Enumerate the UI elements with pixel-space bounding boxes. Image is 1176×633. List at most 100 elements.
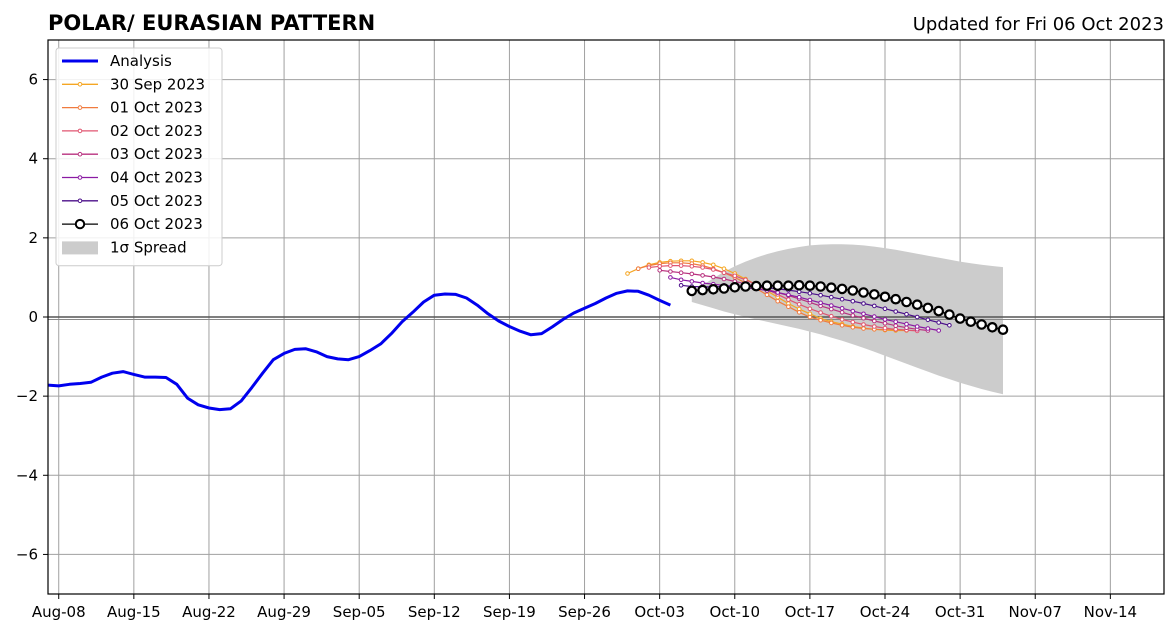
forecast-point bbox=[879, 291, 891, 303]
legend-label: 01 Oct 2023 bbox=[110, 99, 203, 117]
y-tick-label: 4 bbox=[28, 150, 38, 168]
forecast-point bbox=[954, 313, 966, 324]
forecast-point bbox=[893, 327, 899, 332]
forecast-point bbox=[944, 309, 955, 320]
forecast-point bbox=[625, 271, 630, 276]
forecast-point bbox=[872, 318, 877, 324]
forecast-point bbox=[922, 302, 934, 314]
forecast-point bbox=[689, 279, 695, 284]
forecast-point bbox=[904, 321, 909, 327]
forecast-point bbox=[829, 320, 834, 326]
x-tick-label: Oct-03 bbox=[634, 603, 684, 621]
forecast-point bbox=[786, 297, 791, 302]
forecast-point bbox=[839, 310, 845, 315]
forecast-point bbox=[904, 311, 909, 317]
forecast-point bbox=[914, 314, 920, 320]
forecast-point bbox=[836, 283, 848, 295]
x-tick-label: Aug-15 bbox=[107, 603, 161, 621]
forecast-point bbox=[850, 325, 856, 330]
legend-label: 03 Oct 2023 bbox=[110, 145, 203, 163]
forecast-point bbox=[839, 296, 845, 302]
forecast-point bbox=[965, 316, 977, 327]
forecast-point bbox=[839, 306, 845, 311]
legend-item: 03 Oct 2023 bbox=[62, 145, 203, 163]
legend-item: 05 Oct 2023 bbox=[62, 192, 203, 210]
forecast-point bbox=[804, 280, 816, 291]
forecast-point bbox=[678, 263, 684, 268]
forecast-point bbox=[786, 292, 791, 298]
chart-title: POLAR/ EURASIAN PATTERN bbox=[48, 11, 375, 35]
y-tick-label: 6 bbox=[28, 71, 38, 89]
forecast-point bbox=[750, 280, 762, 292]
forecast-point bbox=[700, 273, 705, 278]
forecast-point bbox=[783, 280, 794, 291]
forecast-point bbox=[807, 314, 813, 320]
forecast-point bbox=[678, 283, 684, 288]
forecast-point bbox=[700, 265, 705, 270]
forecast-point bbox=[793, 279, 805, 291]
forecast-point bbox=[914, 324, 920, 329]
forecast-point bbox=[847, 285, 859, 296]
legend-swatch bbox=[62, 241, 98, 255]
legend-item: 06 Oct 2023 bbox=[62, 215, 203, 233]
forecast-point bbox=[861, 311, 866, 317]
forecast-point bbox=[657, 268, 663, 273]
forecast-point bbox=[890, 293, 901, 305]
forecast-point bbox=[678, 270, 684, 276]
forecast-point bbox=[646, 265, 652, 270]
forecast-point bbox=[668, 275, 673, 280]
legend-marker bbox=[77, 105, 83, 110]
forecast-point bbox=[901, 296, 912, 308]
forecast-point bbox=[858, 287, 869, 298]
x-tick-label: Nov-14 bbox=[1084, 603, 1137, 621]
x-tick-label: Aug-22 bbox=[182, 603, 236, 621]
forecast-point bbox=[925, 317, 931, 323]
forecast-point bbox=[839, 317, 845, 322]
forecast-point bbox=[711, 274, 716, 280]
forecast-point bbox=[689, 271, 695, 277]
y-tick-label: 0 bbox=[28, 308, 38, 326]
legend-label: Analysis bbox=[110, 52, 172, 70]
legend-marker bbox=[74, 218, 86, 230]
x-tick-label: Oct-31 bbox=[935, 603, 985, 621]
forecast-point bbox=[839, 323, 845, 328]
forecast-point bbox=[740, 281, 751, 292]
forecast-point bbox=[936, 320, 942, 325]
legend-item: 01 Oct 2023 bbox=[62, 99, 203, 117]
forecast-point bbox=[872, 303, 877, 309]
forecast-point bbox=[711, 262, 716, 268]
forecast-point bbox=[997, 324, 1009, 335]
legend-label: 1σ Spread bbox=[110, 238, 187, 256]
x-tick-label: Oct-10 bbox=[710, 603, 760, 621]
forecast-point bbox=[893, 309, 899, 314]
x-tick-label: Sep-12 bbox=[408, 603, 461, 621]
legend-label: 30 Sep 2023 bbox=[110, 75, 205, 93]
legend-label: 05 Oct 2023 bbox=[110, 192, 203, 210]
forecast-point bbox=[807, 306, 813, 312]
forecast-point bbox=[718, 283, 730, 294]
forecast-point bbox=[721, 266, 727, 272]
forecast-point bbox=[829, 313, 834, 319]
forecast-point bbox=[861, 301, 866, 306]
forecast-point bbox=[986, 321, 998, 333]
forecast-point bbox=[775, 290, 781, 295]
y-tick-label: −6 bbox=[16, 545, 38, 563]
forecast-point bbox=[818, 310, 823, 315]
forecast-point bbox=[861, 322, 866, 327]
forecast-point bbox=[796, 310, 802, 315]
legend-item: Analysis bbox=[62, 52, 172, 70]
y-tick-label: 2 bbox=[28, 229, 38, 247]
legend-marker bbox=[77, 175, 83, 180]
x-tick-label: Aug-29 bbox=[257, 603, 311, 621]
forecast-point bbox=[807, 297, 813, 303]
forecast-point bbox=[850, 313, 856, 318]
forecast-point bbox=[657, 264, 663, 269]
legend-box bbox=[55, 47, 223, 267]
forecast-point bbox=[772, 280, 783, 291]
forecast-point bbox=[829, 294, 834, 300]
forecast-point bbox=[882, 317, 888, 322]
forecast-point bbox=[947, 323, 952, 328]
forecast-point bbox=[868, 289, 880, 300]
forecast-point bbox=[829, 306, 834, 312]
forecast-point bbox=[861, 315, 866, 321]
